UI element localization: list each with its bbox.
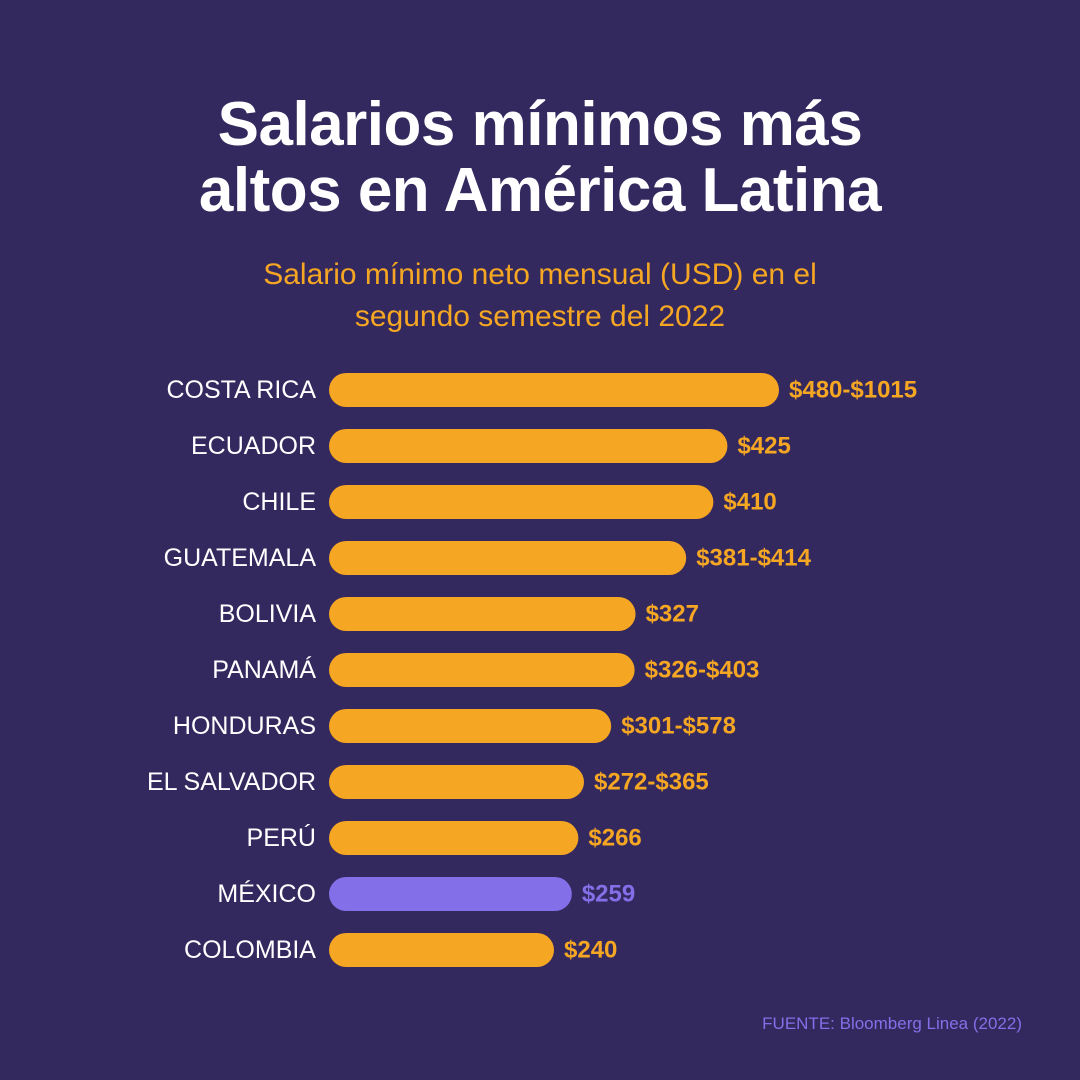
bar (329, 653, 635, 687)
category-label: PERÚ (247, 823, 316, 852)
category-label: COLOMBIA (184, 936, 316, 964)
bar (329, 933, 554, 967)
bar (329, 597, 636, 631)
category-label: COSTA RICA (166, 376, 316, 404)
category-label: BOLIVIA (219, 600, 317, 628)
chart-title: Salarios mínimos más altos en América La… (0, 92, 1080, 224)
bar (329, 709, 612, 743)
bar-chart: COSTA RICA $480-$1015 ECUADOR $425 CHILE $410… (147, 373, 917, 967)
value-label: $410 (723, 489, 776, 516)
category-label: HONDURAS (173, 712, 316, 740)
value-label: $326-$403 (645, 657, 760, 684)
bar (329, 821, 579, 855)
category-label: GUATEMALA (164, 544, 317, 572)
category-label: MÉXICO (217, 879, 316, 908)
chart-subtitle: Salario mínimo neto mensual (USD) en el … (0, 254, 1080, 338)
chart-title-line-1: Salarios mínimos más (217, 90, 863, 159)
bar (329, 541, 687, 575)
value-label: $301-$578 (621, 713, 736, 740)
category-label: CHILE (242, 488, 316, 516)
chart-subtitle-line-1: Salario mínimo neto mensual (USD) en el (263, 258, 817, 291)
bar (329, 765, 584, 799)
category-label: ECUADOR (191, 432, 316, 460)
value-label: $425 (737, 433, 790, 460)
bar (329, 373, 779, 407)
source-note: FUENTE: Bloomberg Linea (2022) (762, 1014, 1022, 1033)
category-label: PANAMÁ (212, 655, 316, 684)
value-label: $259 (582, 881, 635, 908)
value-label: $240 (564, 937, 617, 964)
bar (329, 429, 728, 463)
value-label: $480-$1015 (789, 377, 917, 404)
bar (329, 877, 572, 911)
chart-title-line-2: altos en América Latina (198, 156, 882, 225)
chart-subtitle-line-2: segundo semestre del 2022 (354, 300, 726, 333)
value-label: $266 (588, 825, 641, 852)
category-label: EL SALVADOR (147, 768, 316, 796)
value-label: $272-$365 (594, 769, 709, 796)
value-label: $327 (646, 601, 699, 628)
bar (329, 485, 714, 519)
value-label: $381-$414 (696, 545, 811, 572)
